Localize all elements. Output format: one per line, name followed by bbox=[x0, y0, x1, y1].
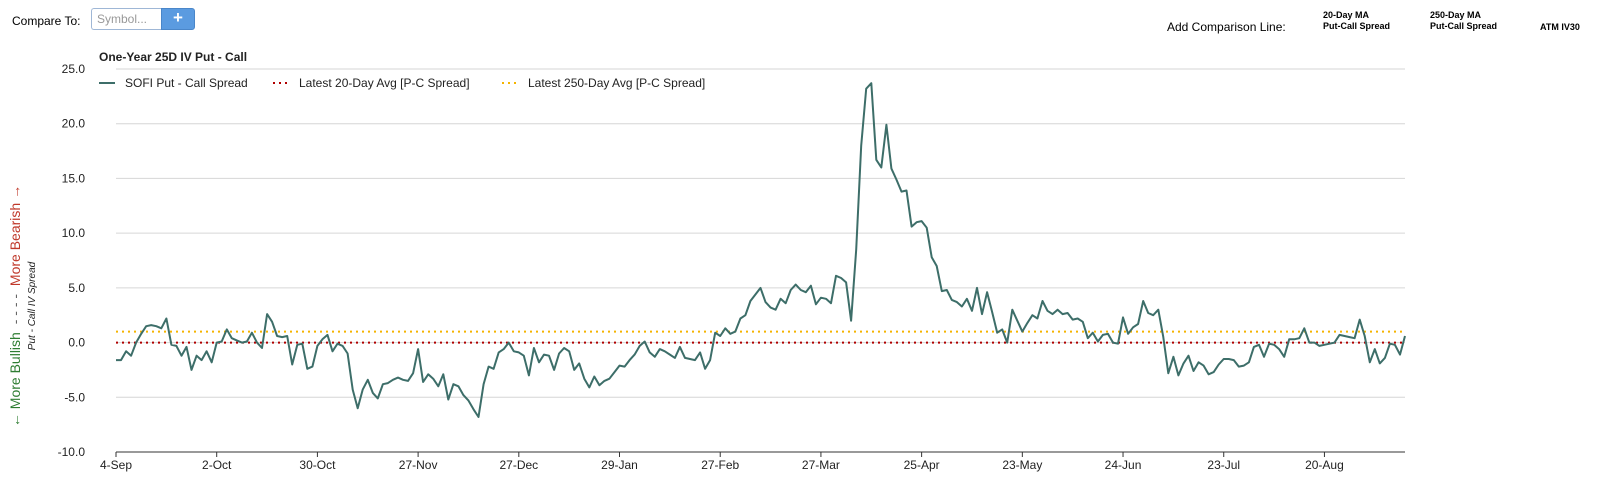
symbol-input[interactable] bbox=[91, 8, 161, 30]
x-tick-label: 27-Mar bbox=[802, 458, 840, 472]
sofi-spread-line bbox=[116, 82, 1406, 418]
compare-to-label: Compare To: bbox=[12, 14, 81, 28]
comparison-250-day-ma-button[interactable]: 250-Day MA Put-Call Spread bbox=[1430, 10, 1497, 32]
x-tick-label: 27-Dec bbox=[499, 458, 538, 472]
x-tick-label: 30-Oct bbox=[299, 458, 336, 472]
comparison-option-line2: Put-Call Spread bbox=[1430, 21, 1498, 31]
put-call-spread-chart: One-Year 25D IV Put - Call 25.0 20.0 15.0 1… bbox=[7, 50, 1406, 472]
legend-label: SOFI Put - Call Spread bbox=[125, 76, 248, 90]
comparison-atm-iv30-button[interactable]: ATM IV30 bbox=[1540, 22, 1580, 33]
y-tick-label: 5.0 bbox=[68, 281, 85, 295]
y-label-bullish: ← More Bullish bbox=[7, 332, 23, 427]
chart-legend: SOFI Put - Call Spread Latest 20-Day Avg … bbox=[99, 76, 705, 90]
y-axis-label: ← More Bullish - - - - More Bearish → Pu… bbox=[7, 185, 38, 427]
x-tick-label: 27-Nov bbox=[399, 458, 438, 472]
y-tick-label: 10.0 bbox=[62, 226, 86, 240]
x-tick-label: 23-May bbox=[1002, 458, 1042, 472]
series-layer bbox=[116, 82, 1406, 418]
comparison-option-line1: 20-Day MA bbox=[1323, 10, 1370, 20]
y-tick-label: -10.0 bbox=[58, 445, 86, 459]
comparison-option-line2: Put-Call Spread bbox=[1323, 21, 1391, 31]
x-tick-label: 4-Sep bbox=[100, 458, 132, 472]
y-label-bearish: More Bearish → bbox=[7, 185, 23, 286]
y-tick-label: 25.0 bbox=[62, 62, 86, 76]
svg-text:← More Bullish - - - -: ← More Bullish - - - - More Bearish → bbox=[7, 185, 23, 427]
comparison-option-line1: 250-Day MA bbox=[1430, 10, 1482, 20]
comparison-20-day-ma-button[interactable]: 20-Day MA Put-Call Spread bbox=[1323, 10, 1390, 32]
y-tick-label: 15.0 bbox=[62, 171, 86, 185]
x-tick-label: 25-Apr bbox=[904, 458, 940, 472]
y-axis-ticks: 25.0 20.0 15.0 10.0 5.0 0.0 -5.0 -10.0 bbox=[58, 62, 86, 459]
y-tick-label: -5.0 bbox=[64, 390, 85, 404]
x-tick-label: 23-Jul bbox=[1207, 458, 1240, 472]
add-comparison-line-label: Add Comparison Line: bbox=[1167, 20, 1286, 34]
grid-lines bbox=[116, 68, 1405, 453]
x-tick-label: 29-Jan bbox=[601, 458, 638, 472]
x-tick-label: 2-Oct bbox=[202, 458, 232, 472]
y-label-separator: - - - - bbox=[7, 294, 23, 325]
x-tick-label: 24-Jun bbox=[1105, 458, 1142, 472]
x-tick-label: 20-Aug bbox=[1305, 458, 1344, 472]
y-tick-label: 20.0 bbox=[62, 117, 86, 131]
y-axis-title: Put - Call IV Spread bbox=[27, 261, 38, 350]
x-tick-label: 27-Feb bbox=[701, 458, 739, 472]
legend-label: Latest 250-Day Avg [P-C Spread] bbox=[528, 76, 705, 90]
x-axis-ticks: 4-Sep 2-Oct 30-Oct 27-Nov 27-Dec 29-Jan 27-Feb… bbox=[100, 451, 1405, 472]
add-symbol-button[interactable]: + bbox=[161, 8, 195, 30]
legend-label: Latest 20-Day Avg [P-C Spread] bbox=[299, 76, 470, 90]
comparison-option-line1: ATM IV30 bbox=[1540, 22, 1580, 32]
toolbar: Compare To: + Add Comparison Line: 20-Da… bbox=[0, 0, 1600, 40]
chart-title: One-Year 25D IV Put - Call bbox=[99, 50, 247, 64]
y-tick-label: 0.0 bbox=[68, 336, 85, 350]
